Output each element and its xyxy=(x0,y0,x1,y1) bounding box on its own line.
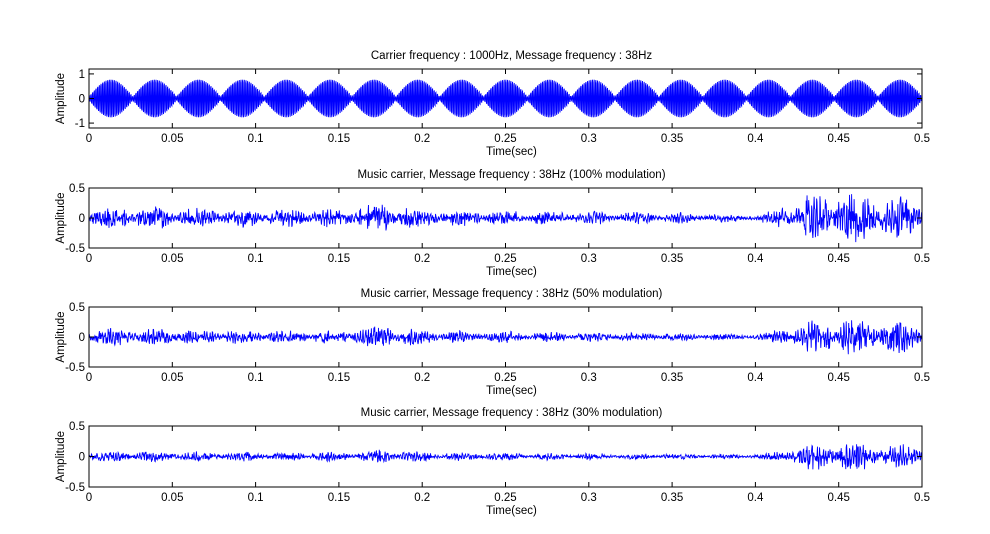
x-tick-label: 0.2 xyxy=(414,372,430,384)
x-tick-label: 0.45 xyxy=(828,253,850,265)
x-tick-label: 0.15 xyxy=(328,133,350,145)
signal-line xyxy=(89,444,922,470)
x-tick-label: 0 xyxy=(86,253,92,265)
x-tick-label: 0.2 xyxy=(414,492,430,504)
x-tick-label: 0.4 xyxy=(747,253,764,265)
x-tick-label: 0.05 xyxy=(161,133,183,145)
chart-title: Music carrier, Message frequency : 38Hz … xyxy=(357,169,665,181)
x-axis-label: Time(sec) xyxy=(486,505,537,517)
subplot-2: 0 0.05 0.1 0.15 0.2 0.25 0.3 0.35 0.4 0.45 0.5 -0.5… xyxy=(55,169,930,278)
x-tick-label: 0.5 xyxy=(914,133,930,145)
y-tick-label: 1 xyxy=(79,69,85,81)
x-tick-label: 0 xyxy=(86,372,92,384)
x-tick-label: 0.1 xyxy=(248,372,264,384)
subplot-1: 0 0.05 0.1 0.15 0.2 0.25 0.3 0.35 0.4 0.45 0.5-101… xyxy=(55,50,930,158)
x-axis-label: Time(sec) xyxy=(486,146,537,158)
x-tick-label: 0.3 xyxy=(581,133,597,145)
y-tick-label: 0 xyxy=(79,94,85,106)
signal-line xyxy=(89,320,922,355)
signal-line xyxy=(89,194,922,243)
x-tick-label: 0.45 xyxy=(828,133,850,145)
x-tick-label: 0.05 xyxy=(161,492,183,504)
x-tick-label: 0.1 xyxy=(248,492,264,504)
x-tick-label: 0.35 xyxy=(661,133,683,145)
y-tick-label: -1 xyxy=(75,118,85,130)
y-tick-label: -0.5 xyxy=(65,482,85,494)
y-tick-label: 0 xyxy=(79,332,85,344)
x-tick-label: 0.25 xyxy=(494,253,516,265)
x-tick-label: 0.45 xyxy=(828,492,850,504)
x-tick-label: 0.4 xyxy=(747,372,764,384)
x-tick-label: 0.5 xyxy=(914,492,930,504)
y-tick-label: 0.5 xyxy=(69,421,85,433)
x-tick-label: 0.5 xyxy=(914,372,930,384)
y-tick-label: 0.5 xyxy=(69,302,85,314)
x-tick-label: 0.05 xyxy=(161,372,183,384)
y-tick-label: -0.5 xyxy=(65,243,85,255)
x-tick-label: 0.35 xyxy=(661,492,683,504)
x-axis-label: Time(sec) xyxy=(486,385,537,397)
x-tick-label: 0.25 xyxy=(494,372,516,384)
x-axis-label: Time(sec) xyxy=(486,266,537,278)
x-tick-label: 0.35 xyxy=(661,253,683,265)
x-tick-label: 0.1 xyxy=(248,253,264,265)
subplot-4: 0 0.05 0.1 0.15 0.2 0.25 0.3 0.35 0.4 0.45 0.5 -0.5… xyxy=(55,407,930,517)
x-tick-label: 0.05 xyxy=(161,253,183,265)
subplot-3: 0 0.05 0.1 0.15 0.2 0.25 0.3 0.35 0.4 0.45 0.5 -0.5… xyxy=(55,288,930,397)
x-tick-label: 0.3 xyxy=(581,372,597,384)
y-axis-label: Amplitude xyxy=(55,73,67,124)
x-tick-label: 0.15 xyxy=(328,372,350,384)
x-tick-label: 0.25 xyxy=(494,133,516,145)
y-axis-label: Amplitude xyxy=(55,311,67,362)
y-axis-label: Amplitude xyxy=(55,431,67,482)
x-tick-label: 0.15 xyxy=(328,253,350,265)
y-axis-label: Amplitude xyxy=(55,192,67,243)
x-tick-label: 0.4 xyxy=(747,133,764,145)
x-tick-label: 0.4 xyxy=(747,492,764,504)
chart-title: Carrier frequency : 1000Hz, Message freq… xyxy=(371,50,652,62)
x-tick-label: 0 xyxy=(86,133,92,145)
x-tick-label: 0.25 xyxy=(494,492,516,504)
x-tick-label: 0.45 xyxy=(828,372,850,384)
x-tick-label: 0.3 xyxy=(581,253,597,265)
x-tick-label: 0.1 xyxy=(248,133,264,145)
x-tick-label: 0.2 xyxy=(414,253,430,265)
x-tick-label: 0.2 xyxy=(414,133,430,145)
x-tick-label: 0.15 xyxy=(328,492,350,504)
chart-title: Music carrier, Message frequency : 38Hz … xyxy=(361,288,663,300)
y-tick-label: 0 xyxy=(79,452,85,464)
y-tick-label: -0.5 xyxy=(65,362,85,374)
x-tick-label: 0.35 xyxy=(661,372,683,384)
signal-line xyxy=(89,79,922,118)
y-tick-label: 0.5 xyxy=(69,183,85,195)
x-tick-label: 0.3 xyxy=(581,492,597,504)
x-tick-label: 0 xyxy=(86,492,92,504)
x-tick-label: 0.5 xyxy=(914,253,930,265)
y-tick-label: 0 xyxy=(79,213,85,225)
chart-title: Music carrier, Message frequency : 38Hz … xyxy=(361,407,663,419)
